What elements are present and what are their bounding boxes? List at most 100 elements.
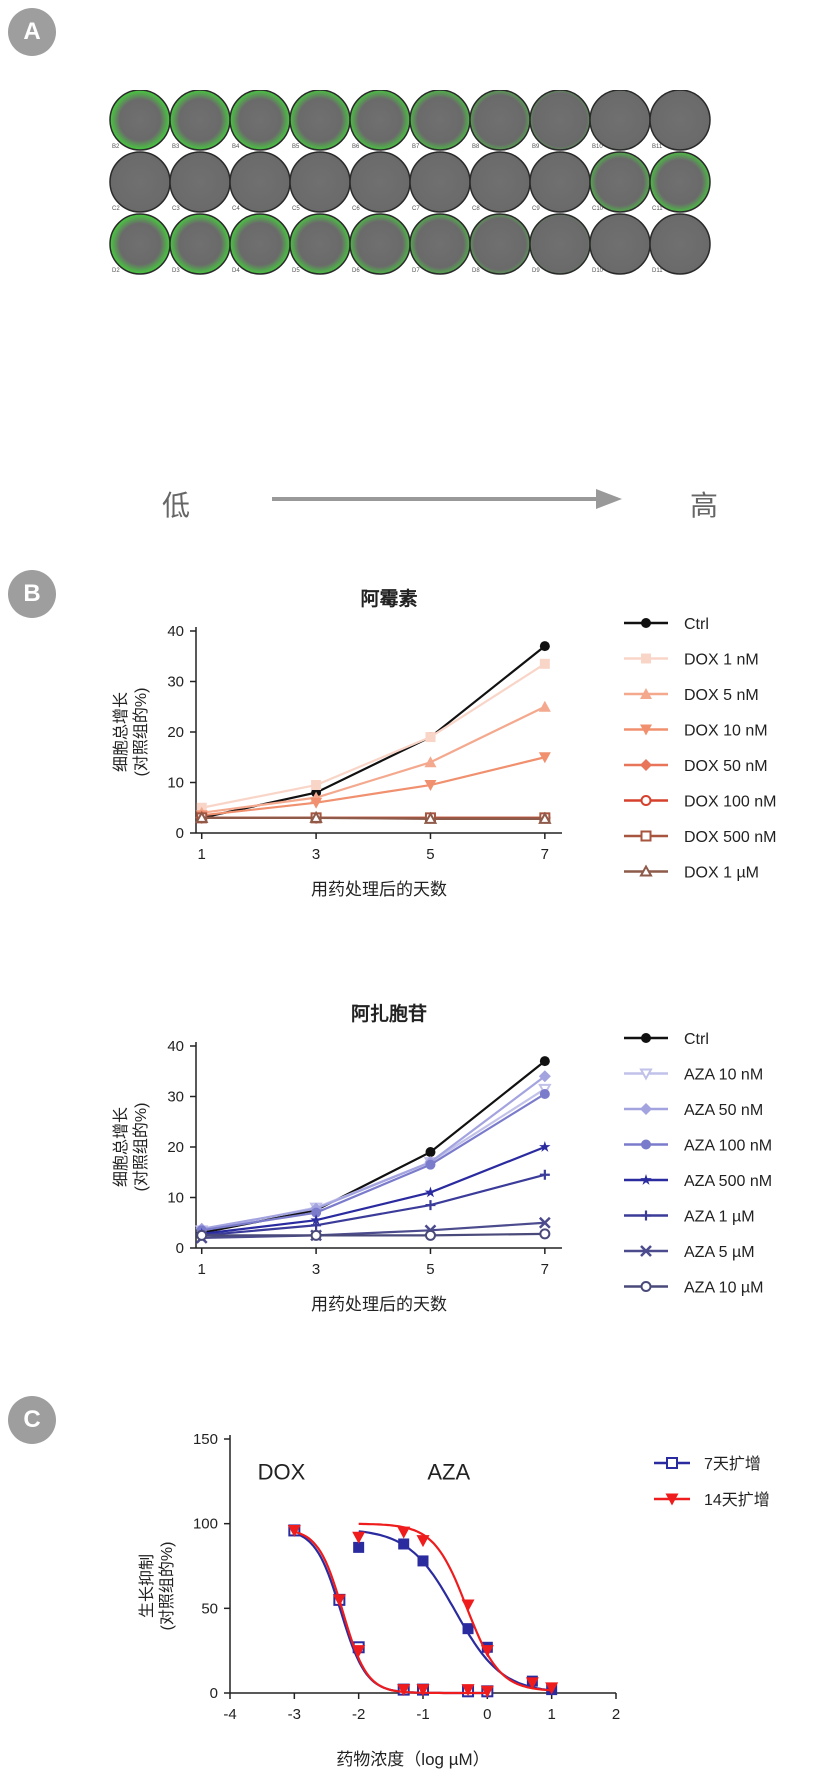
well-D6 — [349, 213, 411, 275]
well-C2 — [109, 151, 171, 213]
well-label: C7 — [412, 206, 420, 212]
well-label: D6 — [352, 268, 360, 274]
y-axis-label: (对照组的%) — [158, 1542, 176, 1631]
marker — [310, 1214, 322, 1226]
chart-title: 阿扎胞苷 — [351, 1002, 427, 1025]
well-D7 — [409, 213, 471, 275]
marker — [310, 1229, 322, 1241]
annotation-dox: DOX — [258, 1460, 306, 1485]
marker — [424, 1186, 437, 1198]
x-tick-label: -1 — [416, 1706, 429, 1723]
marker — [287, 1524, 301, 1537]
marker — [640, 688, 652, 699]
well-C7 — [409, 151, 471, 213]
marker — [538, 1070, 551, 1083]
well-B4 — [229, 90, 291, 151]
y-tick-label: 20 — [167, 724, 184, 741]
well-label: B10 — [592, 144, 603, 150]
legend-label: DOX 1 µM — [684, 865, 759, 882]
well-C10 — [589, 151, 651, 213]
marker — [196, 1229, 208, 1241]
marker — [310, 797, 323, 809]
marker — [195, 810, 209, 823]
well-C9 — [529, 151, 591, 213]
y-tick-label: 0 — [176, 825, 184, 842]
marker — [425, 732, 436, 743]
well-B9 — [529, 90, 591, 151]
well-label: B9 — [532, 144, 540, 150]
series-DOX-10-nM — [195, 752, 551, 822]
well-D3 — [169, 213, 231, 275]
marker — [640, 1281, 652, 1292]
series-14天扩增 — [287, 1524, 494, 1698]
y-tick-label: 30 — [167, 1089, 184, 1106]
fit-curve — [294, 1530, 488, 1695]
y-tick-label: 10 — [167, 775, 184, 792]
legend-label: DOX 5 nM — [684, 687, 759, 704]
legend-label: AZA 5 µM — [684, 1244, 755, 1261]
series-AZA-100-nM — [196, 1088, 550, 1236]
marker — [425, 1200, 436, 1211]
marker — [640, 830, 652, 842]
marker — [398, 1538, 410, 1550]
well-B2 — [109, 90, 171, 151]
marker — [539, 641, 550, 652]
legend-label: DOX 50 nM — [684, 758, 768, 775]
well-label: C4 — [232, 206, 240, 212]
high-label: 高 — [690, 490, 719, 521]
series-AZA-10-nM — [195, 1083, 552, 1238]
marker — [640, 795, 652, 806]
marker — [425, 1159, 436, 1170]
marker — [397, 1684, 411, 1697]
y-axis-label: (对照组的%) — [132, 688, 150, 777]
marker — [425, 1147, 436, 1158]
series-line — [201, 1173, 546, 1237]
well-label: D5 — [292, 268, 300, 274]
well-label: D4 — [232, 268, 240, 274]
well-D8 — [469, 213, 531, 275]
marker — [539, 1169, 550, 1180]
legend-label: 7天扩增 — [704, 1455, 761, 1473]
series-DOX-5-nM — [195, 700, 551, 818]
y-axis-label: 生长抑制 — [138, 1554, 156, 1618]
y-tick-label: 30 — [167, 674, 184, 691]
marker — [311, 1207, 322, 1218]
panel-a-badge: A — [8, 8, 56, 56]
legend-label: AZA 100 nM — [684, 1138, 772, 1155]
well-label: C9 — [532, 206, 540, 212]
x-tick-label: 7 — [541, 846, 549, 863]
fit-curve — [358, 1522, 552, 1692]
x-tick-label: 3 — [312, 846, 320, 863]
well-C5 — [289, 151, 351, 213]
marker — [538, 700, 551, 712]
marker — [417, 1555, 429, 1567]
marker — [332, 1594, 346, 1607]
chart-growth-inhibition: 0 50 100 150 -4 -3 -2 -1 0 1 2 药物浓度（log µM） 生长抑制 (对照组… — [138, 1431, 770, 1769]
x-axis-label: 用药处理后的天数 — [311, 1295, 447, 1314]
marker — [640, 759, 652, 771]
well-label: D8 — [472, 268, 480, 274]
chart-title: 阿霉素 — [360, 587, 417, 610]
well-label: B6 — [352, 144, 360, 150]
x-tick-label: 1 — [547, 1706, 555, 1723]
series-line — [201, 1075, 546, 1230]
well-plate-svg: B2 B3 B4 B5 B6 B7 B8 B9 B10 B11 C2 C3 C4 C5 C6 C7 C8 C9 C1… — [109, 90, 711, 275]
marker — [309, 810, 323, 823]
x-tick-label: -4 — [223, 1706, 236, 1723]
marker — [539, 658, 550, 669]
well-label: C3 — [172, 206, 180, 212]
marker — [641, 1033, 651, 1043]
y-axis-label: (对照组的%) — [132, 1103, 150, 1192]
marker — [311, 1220, 322, 1231]
series-line — [201, 1221, 545, 1239]
well-label: C6 — [352, 206, 360, 212]
marker — [462, 1623, 474, 1635]
well-B6 — [349, 90, 411, 151]
x-tick-label: -3 — [288, 1706, 301, 1723]
marker — [539, 1228, 551, 1240]
y-axis-label: 细胞总增长 — [112, 692, 130, 772]
annotation-aza: AZA — [427, 1460, 470, 1485]
series-line — [201, 816, 545, 820]
well-label: B8 — [472, 144, 480, 150]
marker — [539, 1056, 550, 1067]
